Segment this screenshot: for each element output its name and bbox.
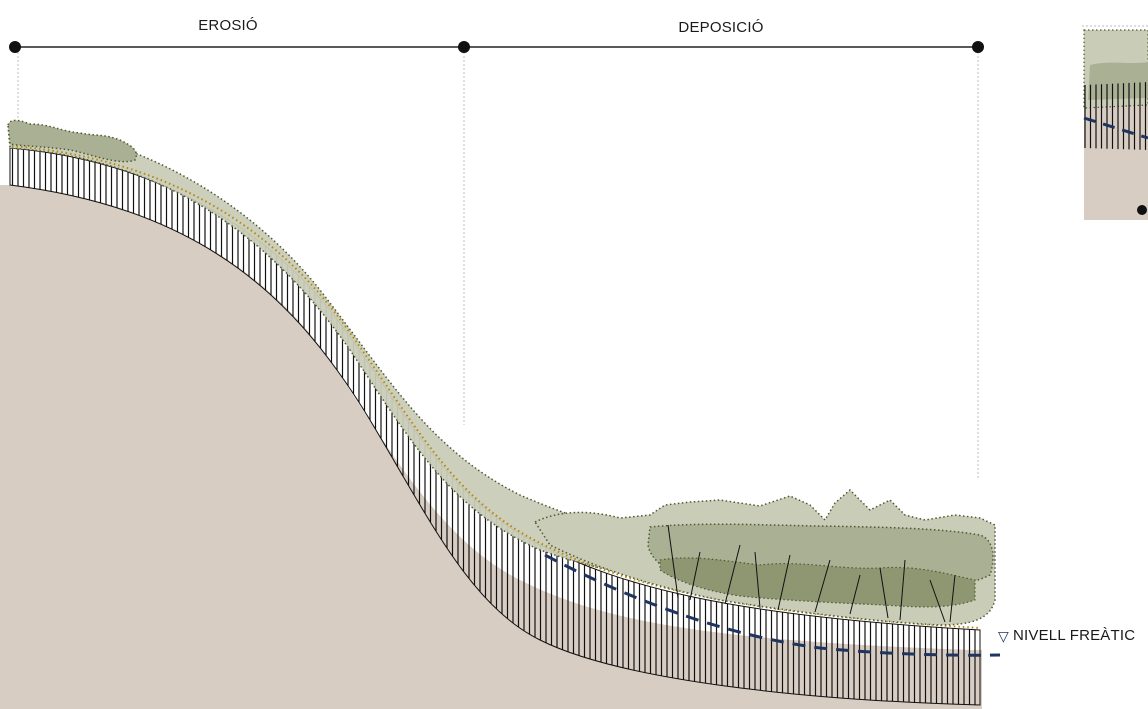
scale-node-middle [458, 41, 470, 53]
water-table-label: NIVELL FREÀTIC [1013, 627, 1135, 644]
vegetation-patch-hilltop [7, 119, 137, 163]
adjacent-panel-thumbnail [1082, 25, 1148, 220]
section-label-deposition: DEPOSICIÓ [678, 19, 763, 36]
root-lines [667, 524, 956, 623]
section-label-erosion: EROSIÓ [198, 17, 258, 34]
scale-node-right [972, 41, 984, 53]
water-table-line [544, 553, 1001, 657]
vegetation-deposition-dark [659, 557, 976, 608]
bedrock [0, 185, 982, 709]
water-table-icon: ▽ [998, 628, 1009, 644]
scale-node-left [9, 41, 21, 53]
